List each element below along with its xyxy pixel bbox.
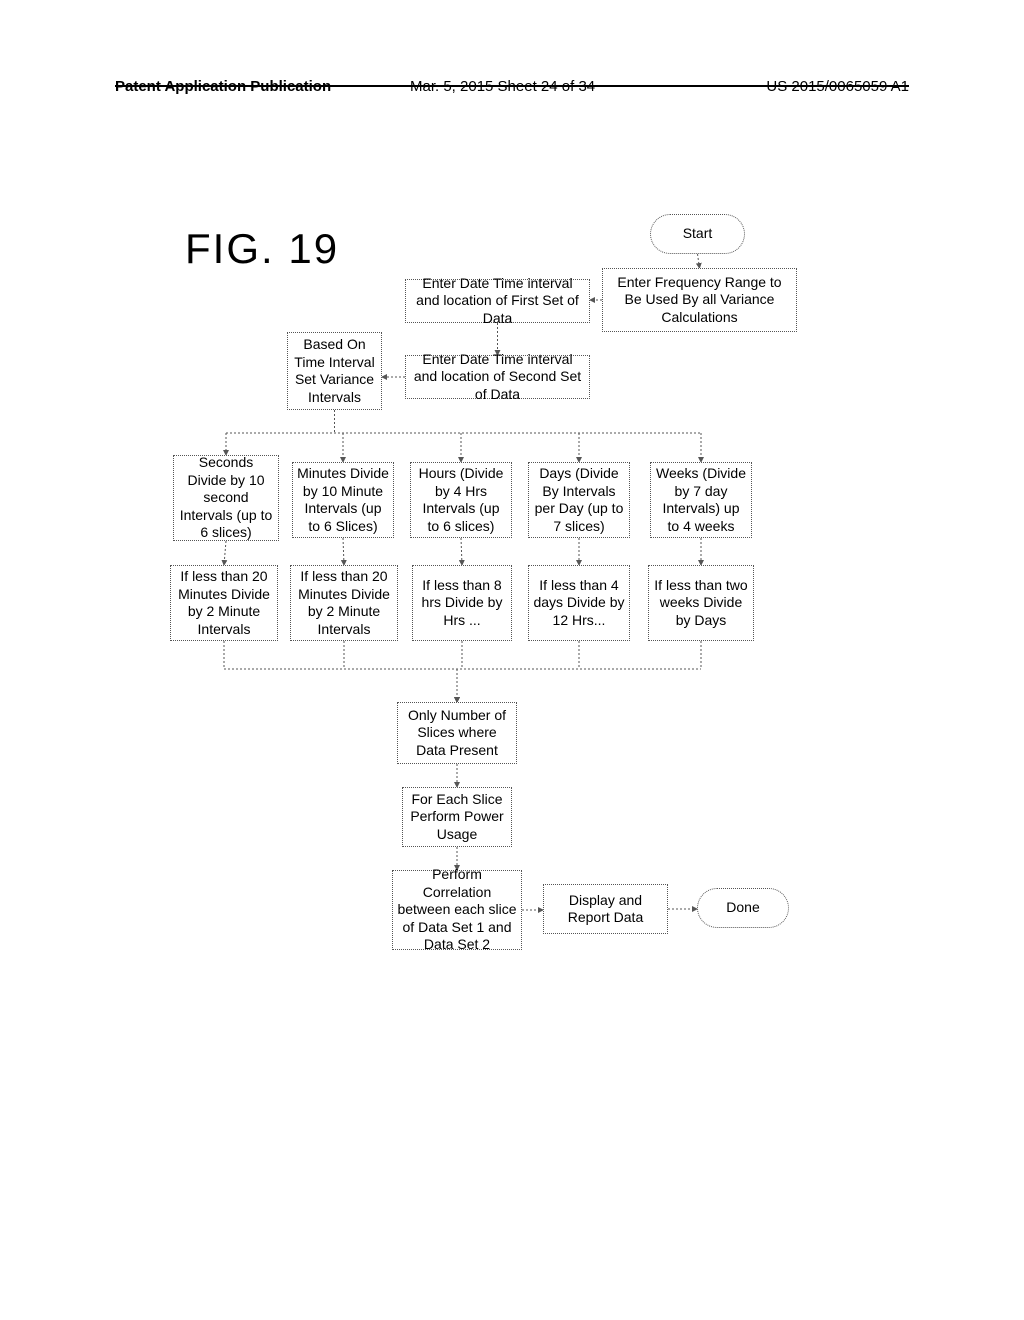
- header-left: Patent Application Publication: [115, 78, 331, 95]
- node-lt4: If less than 4 days Divide by 12 Hrs...: [528, 565, 630, 641]
- node-set_variance: Based On Time Interval Set Variance Inte…: [287, 332, 382, 410]
- node-only_num: Only Number of Slices where Data Present: [397, 702, 517, 764]
- node-for_each: For Each Slice Perform Power Usage: [402, 787, 512, 847]
- node-lt8: If less than 8 hrs Divide by Hrs ...: [412, 565, 512, 641]
- page: Patent Application Publication Mar. 5, 2…: [0, 0, 1024, 1320]
- figure-title: FIG. 19: [185, 225, 339, 273]
- node-lt20b: If less than 20 Minutes Divide by 2 Minu…: [290, 565, 398, 641]
- header-rule: [115, 85, 909, 87]
- node-seconds: Seconds Divide by 10 second Intervals (u…: [173, 455, 279, 541]
- connector-layer: [0, 0, 1024, 1320]
- node-weeks: Weeks (Divide by 7 day Intervals) up to …: [650, 462, 752, 538]
- node-days: Days (Divide By Intervals per Day (up to…: [528, 462, 630, 538]
- node-start: Start: [650, 214, 745, 254]
- node-enter_second: Enter Date Time interval and location of…: [405, 355, 590, 399]
- node-lt2w: If less than two weeks Divide by Days: [648, 565, 754, 641]
- header-center: Mar. 5, 2015 Sheet 24 of 34: [410, 78, 595, 95]
- node-done: Done: [697, 888, 789, 928]
- node-freq_range: Enter Frequency Range to Be Used By all …: [602, 268, 797, 332]
- node-hours: Hours (Divide by 4 Hrs Intervals (up to …: [410, 462, 512, 538]
- node-minutes: Minutes Divide by 10 Minute Intervals (u…: [292, 462, 394, 538]
- node-correlate: Perform Correlation between each slice o…: [392, 870, 522, 950]
- node-enter_first: Enter Date Time interval and location of…: [405, 279, 590, 323]
- header-right: US 2015/0065059 A1: [766, 78, 909, 95]
- node-display: Display and Report Data: [543, 884, 668, 934]
- node-lt20a: If less than 20 Minutes Divide by 2 Minu…: [170, 565, 278, 641]
